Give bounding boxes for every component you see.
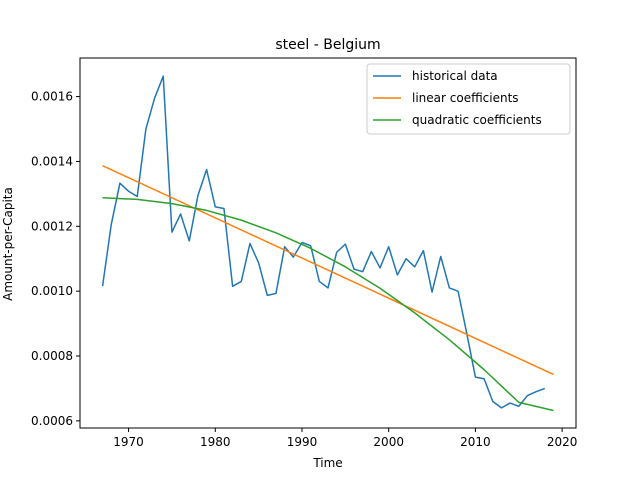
x-axis-label: Time (312, 456, 342, 470)
y-tick-label: 0.0010 (31, 284, 73, 298)
y-axis: 0.0006 0.0008 0.0010 0.0012 0.0014 0.0016 (31, 90, 80, 428)
plot-area (79, 57, 577, 429)
legend-label: historical data (412, 69, 498, 83)
series-line-linear-coefficients (102, 164, 554, 376)
series-line-quadratic-coefficients (102, 197, 554, 412)
x-tick-label: 2020 (547, 435, 578, 449)
chart-title: steel - Belgium (275, 37, 380, 53)
axes-frame (79, 57, 577, 429)
y-tick-label: 0.0016 (31, 90, 73, 104)
legend-label: quadratic coefficients (412, 113, 542, 127)
y-tick-label: 0.0014 (31, 154, 73, 168)
y-tick-label: 0.0006 (31, 414, 73, 428)
y-tick-label: 0.0008 (31, 349, 73, 363)
x-tick-label: 2010 (460, 435, 491, 449)
legend-label: linear coefficients (412, 91, 519, 105)
series-line-historical-data (101, 75, 546, 409)
legend-box (366, 63, 571, 135)
y-tick-label: 0.0012 (31, 219, 73, 233)
x-tick-label: 2000 (373, 435, 404, 449)
x-tick-label: 1980 (200, 435, 231, 449)
series-layer (101, 75, 554, 412)
x-tick-label: 1970 (113, 435, 144, 449)
x-axis: 1970 1980 1990 2000 2010 2020 (113, 428, 577, 449)
y-axis-label: Amount-per-Capita (1, 187, 15, 301)
x-tick-label: 1990 (287, 435, 318, 449)
legend: historical data linear coefficients quadra… (366, 63, 571, 135)
